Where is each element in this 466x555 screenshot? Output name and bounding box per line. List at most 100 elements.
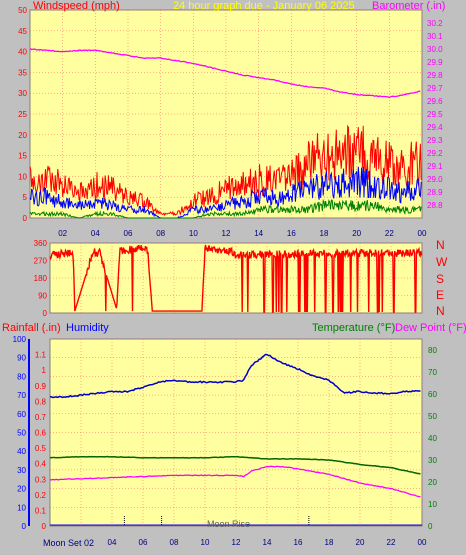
barometer-tick-label: 30.0 [427, 45, 443, 54]
wind-direction-line [49, 244, 423, 313]
humidity-tick-label: 10 [17, 503, 26, 512]
rainfall-tick-label: 0.1 [35, 506, 47, 515]
humidity-x-tick-label: 12 [232, 538, 241, 547]
wind-x-tick-label: 14 [254, 229, 263, 238]
temperature-tick-label: 70 [428, 368, 437, 377]
rainfall-tick-label: 1 [42, 366, 47, 375]
barometer-tick-label: 29.0 [427, 175, 443, 184]
barometer-tick-label: 29.4 [427, 123, 443, 132]
direction-tick-label: 180 [34, 274, 48, 283]
barometer-line [29, 48, 421, 99]
wind-x-tick-label: 22 [385, 229, 394, 238]
humidity-tick-label: 0 [22, 522, 27, 531]
wind-x-tick-label: 10 [189, 229, 198, 238]
wind-x-tick-label: 20 [352, 229, 361, 238]
windspeed-tick-label: 35 [18, 68, 27, 77]
humidity-x-tick-label: 16 [294, 538, 303, 547]
windspeed-tick-label: 20 [18, 131, 27, 140]
windspeed-axis-label: Windspeed (mph) [33, 0, 120, 12]
direction-tick-label: 90 [38, 292, 47, 301]
rainfall-tick-label: 0.7 [35, 413, 47, 422]
humidity-tick-label: 50 [17, 429, 26, 438]
barometer-tick-label: 29.2 [427, 149, 443, 158]
windspeed-tick-label: 30 [18, 89, 27, 98]
wind-x-tick-label: 04 [91, 229, 100, 238]
wind-series-layer [29, 48, 422, 219]
humidity-series-layer [49, 353, 422, 526]
humidity-tick-label: 70 [17, 391, 26, 400]
direction-letter-w: W [436, 255, 448, 269]
barometer-tick-label: 28.9 [427, 188, 443, 197]
windspeed-tick-label: 15 [18, 152, 27, 161]
humidity-x-tick-label: 20 [356, 538, 365, 547]
humidity-x-tick-label: 00 [418, 538, 427, 547]
barometer-tick-label: 29.7 [427, 84, 443, 93]
humidity-x-tick-label: 18 [325, 538, 334, 547]
wind-gust-line [29, 124, 422, 217]
windspeed-tick-label: 0 [23, 214, 28, 223]
direction-tick-label: 360 [34, 239, 48, 248]
humidity-x-tick-label: 22 [387, 538, 396, 547]
windspeed-tick-label: 10 [18, 172, 27, 181]
humidity-plot-grid [50, 338, 423, 527]
direction-plot-grid [50, 242, 423, 314]
rainfall-tick-label: 0.8 [35, 397, 47, 406]
direction-letter-s: S [436, 272, 444, 286]
rainfall-tick-label: 0 [42, 522, 47, 531]
barometer-tick-label: 29.6 [427, 97, 443, 106]
humidity-tick-label: 60 [17, 410, 26, 419]
barometer-tick-label: 28.8 [427, 201, 443, 210]
windspeed-tick-label: 45 [18, 27, 27, 36]
wind-x-tick-label: 08 [156, 229, 165, 238]
dewpoint-axis-label: Dew Point (°F) [395, 322, 466, 334]
direction-tick-label: 270 [34, 257, 48, 266]
humidity-tick-label: 20 [17, 485, 26, 494]
rainfall-tick-label: 0.3 [35, 475, 47, 484]
barometer-tick-label: 29.1 [427, 162, 443, 171]
humidity-tick-label: 80 [17, 372, 26, 381]
humidity-x-tick-label: 08 [170, 538, 179, 547]
wind-x-tick-label: 18 [320, 229, 329, 238]
temperature-line [49, 455, 421, 475]
temperature-tick-label: 10 [428, 500, 437, 509]
wind-average-line [29, 166, 422, 219]
humidity-line [49, 353, 421, 399]
wind-x-tick-label: 16 [287, 229, 296, 238]
direction-letter-e: E [436, 288, 444, 302]
rainfall-tick-label: 1.1 [35, 351, 47, 360]
barometer-tick-label: 29.5 [427, 110, 443, 119]
humidity-x-tick-label: 06 [139, 538, 148, 547]
rainfall-tick-label: 0.4 [35, 460, 47, 469]
wind-x-tick-label: 12 [222, 229, 231, 238]
temperature-tick-label: 60 [428, 390, 437, 399]
humidity-tick-label: 40 [17, 447, 26, 456]
barometer-tick-label: 29.8 [427, 71, 443, 80]
direction-series-layer [49, 244, 423, 313]
rainfall-tick-label: 0.5 [35, 444, 47, 453]
humidity-x-tick-label: 10 [201, 538, 210, 547]
rainfall-tick-label: 0.2 [35, 491, 47, 500]
barometer-tick-label: 30.2 [427, 19, 443, 28]
humidity-tick-label: 90 [17, 354, 26, 363]
wind-x-tick-label: 06 [124, 229, 133, 238]
temperature-tick-label: 30 [428, 456, 437, 465]
windspeed-tick-label: 5 [23, 193, 28, 202]
humidity-x-tick-label: 14 [263, 538, 272, 547]
rainfall-axis-label: Rainfall (.in) [2, 322, 61, 334]
windspeed-tick-label: 25 [18, 110, 27, 119]
direction-tick-label: 0 [43, 309, 48, 318]
humidity-tick-label: 100 [13, 335, 27, 344]
barometer-axis-label: Barometer (.in) [372, 0, 445, 12]
humidity-legend-label: Humidity [66, 322, 109, 334]
temperature-tick-label: 40 [428, 434, 437, 443]
temperature-tick-label: 0 [428, 522, 433, 531]
axis-tick-labels: 0510152025303540455028.828.929.029.129.2… [13, 6, 443, 547]
rainfall-tick-label: 0.9 [35, 382, 47, 391]
temperature-tick-label: 20 [428, 478, 437, 487]
barometer-tick-label: 29.9 [427, 58, 443, 67]
windspeed-tick-label: 50 [18, 6, 27, 15]
temperature-axis-label: Temperature (°F) [312, 322, 395, 334]
temperature-tick-label: 50 [428, 412, 437, 421]
wind-low-line [29, 199, 422, 219]
